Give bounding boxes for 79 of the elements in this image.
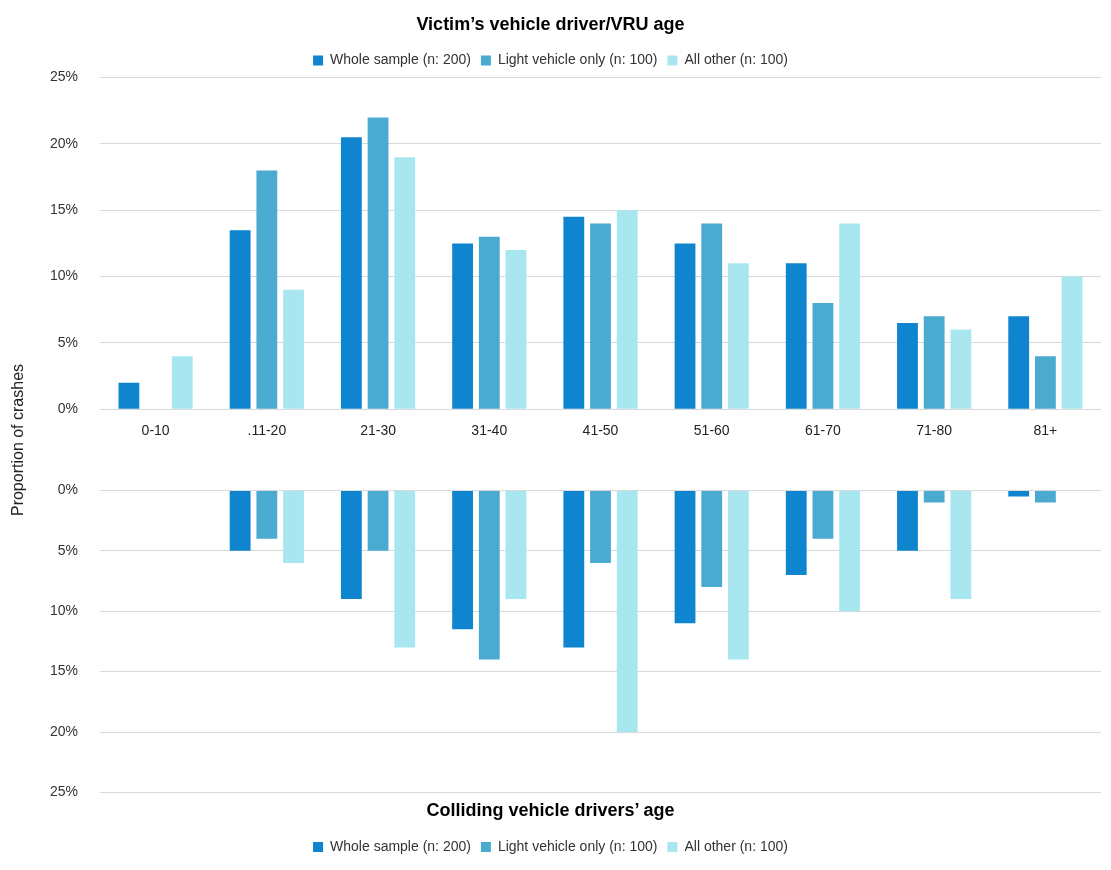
bar bbox=[923, 316, 945, 409]
bar bbox=[367, 117, 389, 409]
y-tick-label: 25% bbox=[49, 68, 78, 85]
bar bbox=[812, 490, 834, 539]
y-tick-label: 15% bbox=[49, 201, 78, 218]
legend-label: Whole sample (n: 200) bbox=[330, 837, 471, 854]
bar bbox=[452, 490, 473, 630]
y-tick-label: 25% bbox=[49, 783, 78, 800]
bar bbox=[118, 382, 140, 409]
bar bbox=[256, 490, 278, 539]
y-tick-label: 10% bbox=[49, 267, 78, 284]
legend-label: Whole sample (n: 200) bbox=[330, 51, 471, 68]
bar bbox=[590, 223, 611, 409]
bar bbox=[1034, 490, 1056, 503]
x-tick-label: 41-50 bbox=[582, 422, 619, 439]
y-tick-label: 15% bbox=[49, 662, 78, 679]
bar bbox=[728, 490, 749, 660]
y-tick-label: 20% bbox=[49, 722, 78, 739]
chart-title: Victim’s vehicle driver/VRU age bbox=[416, 13, 685, 34]
y-axis-title: Proportion of crashes bbox=[9, 363, 27, 517]
bar bbox=[616, 210, 638, 409]
bar bbox=[590, 490, 611, 563]
bar bbox=[785, 490, 807, 575]
bar bbox=[616, 490, 638, 732]
x-tick-label: 51-60 bbox=[693, 422, 730, 439]
bar bbox=[839, 223, 861, 409]
bar bbox=[340, 490, 362, 600]
bar bbox=[394, 490, 416, 648]
bar bbox=[171, 356, 193, 409]
legend-label: Light vehicle only (n: 100) bbox=[497, 837, 658, 854]
bar bbox=[923, 490, 945, 503]
y-tick-label: 0% bbox=[57, 481, 78, 498]
y-tick-label: 10% bbox=[49, 602, 78, 619]
bar bbox=[785, 263, 807, 409]
bar bbox=[812, 303, 834, 409]
bar bbox=[1034, 356, 1056, 409]
bar bbox=[478, 236, 500, 409]
bar bbox=[256, 170, 278, 409]
x-tick-label: 81+ bbox=[1033, 422, 1058, 439]
x-tick-label: 71-80 bbox=[916, 422, 953, 439]
y-tick-label: 5% bbox=[57, 541, 78, 558]
x-tick-label: .11-20 bbox=[247, 422, 287, 439]
bar bbox=[340, 137, 362, 409]
bar bbox=[701, 490, 723, 588]
x-tick-label: 0-10 bbox=[141, 422, 170, 439]
bar bbox=[1061, 276, 1083, 409]
bar bbox=[452, 243, 473, 409]
bar bbox=[950, 329, 972, 409]
bar bbox=[505, 250, 527, 409]
bar bbox=[839, 490, 861, 612]
bar bbox=[1008, 316, 1030, 409]
bar bbox=[897, 322, 918, 409]
x-tick-label: 21-30 bbox=[360, 422, 397, 439]
y-tick-label: 20% bbox=[49, 134, 78, 151]
legend-label: All other (n: 100) bbox=[684, 837, 788, 854]
bar bbox=[367, 490, 389, 551]
bar bbox=[229, 230, 251, 409]
bar bbox=[701, 223, 723, 409]
bar bbox=[728, 263, 749, 409]
bar bbox=[1008, 490, 1030, 497]
bar bbox=[897, 490, 918, 551]
bar bbox=[674, 243, 696, 409]
bar bbox=[563, 490, 585, 648]
x-tick-label: 31-40 bbox=[471, 422, 508, 439]
text: Colliding vehicle drivers’ age bbox=[426, 800, 675, 821]
bar bbox=[478, 490, 500, 660]
bar bbox=[505, 490, 527, 600]
legend-label: Light vehicle only (n: 100) bbox=[497, 51, 658, 68]
bar bbox=[950, 490, 972, 600]
bar bbox=[394, 157, 416, 409]
bar bbox=[283, 490, 304, 563]
legend-label: All other (n: 100) bbox=[684, 51, 788, 68]
bar bbox=[283, 289, 304, 409]
bar bbox=[229, 490, 251, 551]
x-tick-label: 61-70 bbox=[805, 422, 842, 439]
bar bbox=[563, 216, 585, 409]
bar bbox=[674, 490, 696, 624]
y-tick-label: 0% bbox=[57, 400, 78, 417]
y-tick-label: 5% bbox=[57, 333, 78, 350]
